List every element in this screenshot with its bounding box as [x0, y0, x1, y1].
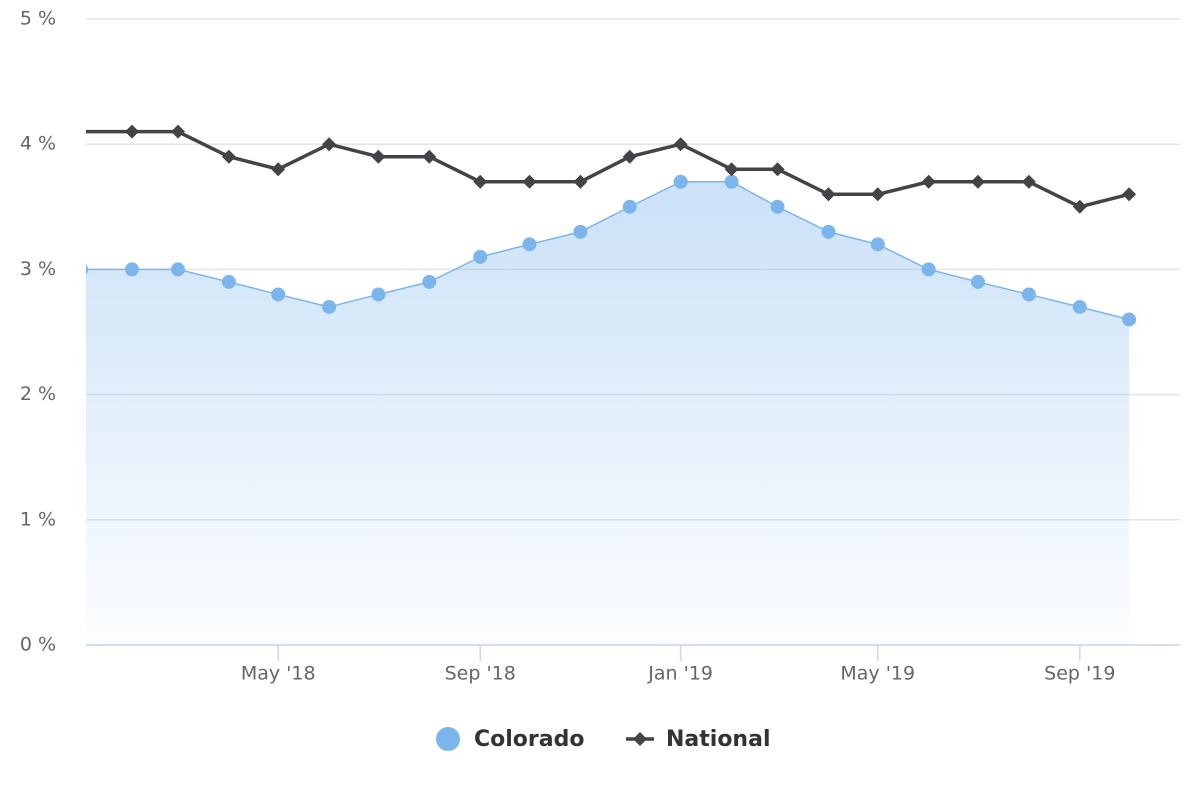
plot-area — [86, 124, 1137, 645]
marker — [1072, 199, 1087, 214]
x-tick-label: Sep '18 — [445, 663, 516, 685]
line — [86, 181, 1130, 321]
marker — [1122, 312, 1137, 327]
marker — [1021, 287, 1036, 302]
area — [86, 181, 1130, 645]
marker — [221, 149, 236, 164]
y-tick-label: 4 % — [20, 133, 56, 155]
line — [86, 129, 1130, 209]
legend-label: Colorado — [474, 727, 584, 752]
marker — [473, 249, 488, 264]
marker — [422, 149, 437, 164]
marker — [1072, 299, 1087, 314]
marker — [673, 174, 688, 189]
marker — [86, 264, 89, 275]
marker — [322, 137, 337, 152]
legend-symbol — [436, 727, 460, 751]
marker — [473, 174, 488, 189]
marker — [371, 287, 386, 302]
marker — [422, 274, 437, 289]
marker — [821, 187, 836, 202]
y-tick-label: 3 % — [20, 258, 56, 280]
y-tick-label: 1 % — [20, 508, 56, 530]
marker — [124, 124, 139, 139]
x-tick-label: Jan '19 — [647, 663, 713, 685]
marker — [622, 199, 637, 214]
marker — [522, 237, 537, 252]
marker — [770, 162, 785, 177]
marker — [522, 174, 537, 189]
marker — [573, 174, 588, 189]
marker — [921, 174, 936, 189]
marker — [970, 174, 985, 189]
marker — [271, 162, 286, 177]
y-tick-label: 5 % — [20, 8, 56, 30]
marker — [1122, 187, 1137, 202]
x-tick-label: May '18 — [241, 663, 316, 685]
marker — [221, 274, 236, 289]
marker — [870, 237, 885, 252]
marker — [124, 262, 139, 277]
marker — [170, 124, 185, 139]
marker — [724, 162, 739, 177]
y-tick-label: 0 % — [20, 634, 56, 656]
marker — [573, 224, 588, 239]
marker — [870, 187, 885, 202]
marker — [86, 129, 89, 134]
x-tick-label: May '19 — [840, 663, 915, 685]
marker — [673, 137, 688, 152]
y-tick-label: 2 % — [20, 383, 56, 405]
marker — [921, 262, 936, 277]
marker — [271, 287, 286, 302]
marker — [724, 174, 739, 189]
marker — [371, 149, 386, 164]
marker — [322, 299, 337, 314]
marker — [1021, 174, 1036, 189]
marker — [970, 274, 985, 289]
marker — [770, 199, 785, 214]
marker — [622, 149, 637, 164]
x-tick-label: Sep '19 — [1044, 663, 1115, 685]
marker — [170, 262, 185, 277]
legend-label: National — [666, 727, 770, 752]
legend-symbol — [633, 732, 647, 746]
marker — [821, 224, 836, 239]
